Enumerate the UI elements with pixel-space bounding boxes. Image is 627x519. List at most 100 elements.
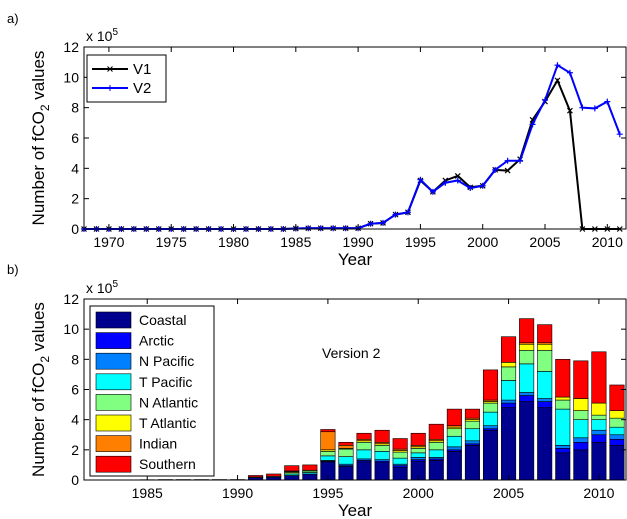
data-point xyxy=(367,220,374,227)
x-tick-label: 1985 xyxy=(280,234,311,250)
bar-segment xyxy=(338,441,354,446)
bar-segment xyxy=(501,399,517,404)
legend-swatch xyxy=(95,311,132,329)
y-tick-label: 4 xyxy=(71,412,79,428)
bar-segment xyxy=(410,448,426,454)
x-tick-label: 1990 xyxy=(222,485,253,501)
data-point xyxy=(591,105,598,112)
bar-segment xyxy=(501,362,517,368)
bar-segment xyxy=(356,441,372,451)
legend-swatch xyxy=(95,332,132,349)
panel-b: b) x 105 Number of fCO2 values Year 0 2 4 6 8 10 1… xyxy=(7,262,627,519)
bar-segment xyxy=(320,431,336,451)
y-axis-label: Number of fCO2 values xyxy=(29,302,52,477)
bar-segment xyxy=(519,318,535,344)
bar-segment xyxy=(302,473,318,481)
bar-segment xyxy=(537,371,553,399)
bar-segment xyxy=(591,434,607,443)
data-point xyxy=(492,166,499,173)
bar-segment xyxy=(537,324,553,344)
data-point xyxy=(305,225,312,232)
bar-segment xyxy=(501,402,517,408)
data-point xyxy=(404,209,411,216)
data-point xyxy=(604,98,611,105)
legend-label: Indian xyxy=(139,436,177,452)
bar-segment xyxy=(555,359,571,398)
legend-label: T Atlantic xyxy=(139,415,196,431)
legend-label: Southern xyxy=(139,456,196,472)
bar-segment xyxy=(284,475,300,481)
y-multiplier: x 105 xyxy=(86,27,118,44)
bar-segment xyxy=(374,429,390,443)
data-point xyxy=(479,182,486,189)
legend-marker xyxy=(107,85,113,91)
bar-segment xyxy=(519,349,535,365)
bar-segment xyxy=(464,428,480,442)
data-point xyxy=(330,225,337,232)
bar-segment xyxy=(446,446,462,451)
bar-segment xyxy=(501,366,517,381)
legend: Coastal Arctic N Pacific T Pacific N Atlanti… xyxy=(89,305,215,477)
bar-segment xyxy=(482,429,499,481)
bar-segment xyxy=(392,466,408,481)
bar-segment xyxy=(537,343,553,351)
x-tick-label: 2005 xyxy=(529,234,560,250)
bar-segment xyxy=(609,384,625,411)
bar-segment xyxy=(320,429,336,433)
bar-segment xyxy=(392,438,408,450)
bar-segment xyxy=(284,465,300,472)
x-tick-label: 1980 xyxy=(218,234,249,250)
bar-segment xyxy=(555,408,571,446)
x-tick-label: 2005 xyxy=(493,485,524,501)
legend-swatch xyxy=(95,414,132,432)
series-line-v1 xyxy=(84,78,620,230)
x-tick-label: 1995 xyxy=(312,485,343,501)
bar-segment xyxy=(464,408,480,419)
y-multiplier: x 105 xyxy=(86,279,118,296)
bar-segment xyxy=(591,441,607,481)
y-tick-label: 10 xyxy=(63,69,79,85)
x-axis-label: Year xyxy=(338,501,373,519)
bar-segment xyxy=(537,401,553,408)
bar-segment xyxy=(609,426,625,436)
y-tick-label: 0 xyxy=(71,472,79,488)
y-tick-label: 0 xyxy=(71,221,79,237)
data-point xyxy=(566,69,573,76)
bar-segment xyxy=(555,448,571,454)
bar-segment xyxy=(591,419,607,431)
bar-segment xyxy=(356,432,372,440)
bar-segment xyxy=(266,473,282,477)
bar-segment xyxy=(573,410,589,420)
y-tick-label: 4 xyxy=(71,160,79,176)
data-point xyxy=(567,107,573,114)
panel-a: a) x 105 Number of fCO2 values Year 0 2 4 6 8 10 1… xyxy=(7,11,627,269)
bar-segment xyxy=(320,455,336,461)
bar-segment xyxy=(410,457,426,460)
bar-segment xyxy=(446,428,462,437)
bar-segment xyxy=(501,407,517,481)
bar-segment xyxy=(537,398,553,402)
legend-label: N Pacific xyxy=(139,353,194,369)
bar-segment xyxy=(446,435,462,448)
bar-segment xyxy=(446,408,462,427)
y-tick-label: 8 xyxy=(71,351,79,367)
bar-segment xyxy=(464,420,480,430)
bar-segment xyxy=(609,410,625,419)
bar-segment xyxy=(591,351,607,404)
bar-segment xyxy=(537,407,553,481)
bar-segment xyxy=(573,437,589,443)
bar-segment xyxy=(609,434,625,440)
data-point xyxy=(429,188,436,195)
legend-swatch xyxy=(95,373,132,391)
data-point xyxy=(342,225,349,232)
bar-segment xyxy=(519,395,535,402)
x-tick-label: 1995 xyxy=(405,234,436,250)
x-tick-label: 1990 xyxy=(343,234,374,250)
x-tick-label: 2010 xyxy=(592,234,623,250)
bar-segment xyxy=(374,462,390,481)
y-tick-label: 10 xyxy=(63,321,79,337)
bar-segment xyxy=(428,423,444,440)
bar-segment xyxy=(555,452,571,481)
x-tick-label: 2000 xyxy=(467,234,498,250)
